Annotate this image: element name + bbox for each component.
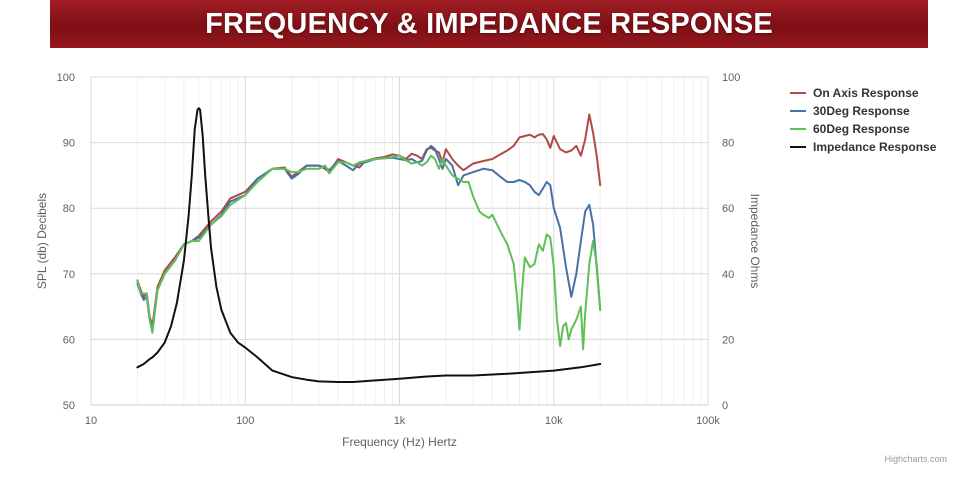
legend-label: Impedance Response — [813, 140, 937, 154]
y-tick-label: 50 — [63, 400, 75, 412]
x-tick-label: 10 — [85, 415, 97, 427]
minor-grid — [136, 77, 702, 405]
x-axis-title: Frequency (Hz) Hertz — [342, 435, 457, 449]
y-right-tick-label: 20 — [722, 334, 734, 346]
series-line-30deg-response — [136, 144, 602, 331]
series-line-60deg-response — [136, 154, 602, 351]
x-tick-label: 1k — [394, 415, 406, 427]
y-right-tick-label: 60 — [722, 203, 734, 215]
y-right-tick-label: 80 — [722, 138, 734, 150]
title-banner: FREQUENCY & IMPEDANCE RESPONSE — [50, 0, 928, 48]
y-axis-title: SPL (db) Decibels — [35, 193, 49, 289]
legend-swatch — [790, 92, 806, 94]
y-tick-label: 80 — [63, 203, 75, 215]
page-title: FREQUENCY & IMPEDANCE RESPONSE — [205, 7, 773, 40]
legend-label: 30Deg Response — [813, 104, 910, 118]
y-right-axis-title: Impedance Ohms — [748, 194, 762, 289]
y-tick-label: 70 — [63, 269, 75, 281]
legend-item-on-axis-response[interactable]: On Axis Response — [790, 84, 936, 102]
legend-label: 60Deg Response — [813, 122, 910, 136]
y-tick-label: 90 — [63, 138, 75, 150]
series-line-impedance-response — [136, 107, 602, 383]
x-tick-label: 100k — [696, 415, 720, 427]
x-tick-label: 100 — [236, 415, 254, 427]
legend-item-impedance-response[interactable]: Impedance Response — [790, 138, 936, 156]
x-tick-label: 10k — [545, 415, 563, 427]
legend: On Axis Response 30Deg Response 60Deg Resp… — [790, 84, 936, 156]
y-tick-label: 60 — [63, 334, 75, 346]
legend-swatch — [790, 146, 806, 148]
major-grid — [90, 76, 709, 406]
legend-swatch — [790, 110, 806, 112]
y-right-tick-label: 0 — [722, 400, 728, 412]
legend-label: On Axis Response — [813, 86, 919, 100]
series-line-on-axis-response — [136, 113, 602, 328]
highcharts-credit[interactable]: Highcharts.com — [884, 454, 947, 464]
legend-swatch — [790, 128, 806, 130]
legend-item-60deg-response[interactable]: 60Deg Response — [790, 120, 936, 138]
series-layer — [136, 107, 602, 383]
y-tick-label: 100 — [57, 72, 75, 84]
labels-layer: 10 100 1k 10k 100k 50 60 70 80 90 100 0 20 40 60 80 100 F… — [35, 72, 762, 449]
y-right-tick-label: 40 — [722, 269, 734, 281]
legend-item-30deg-response[interactable]: 30Deg Response — [790, 102, 936, 120]
y-right-tick-label: 100 — [722, 72, 740, 84]
